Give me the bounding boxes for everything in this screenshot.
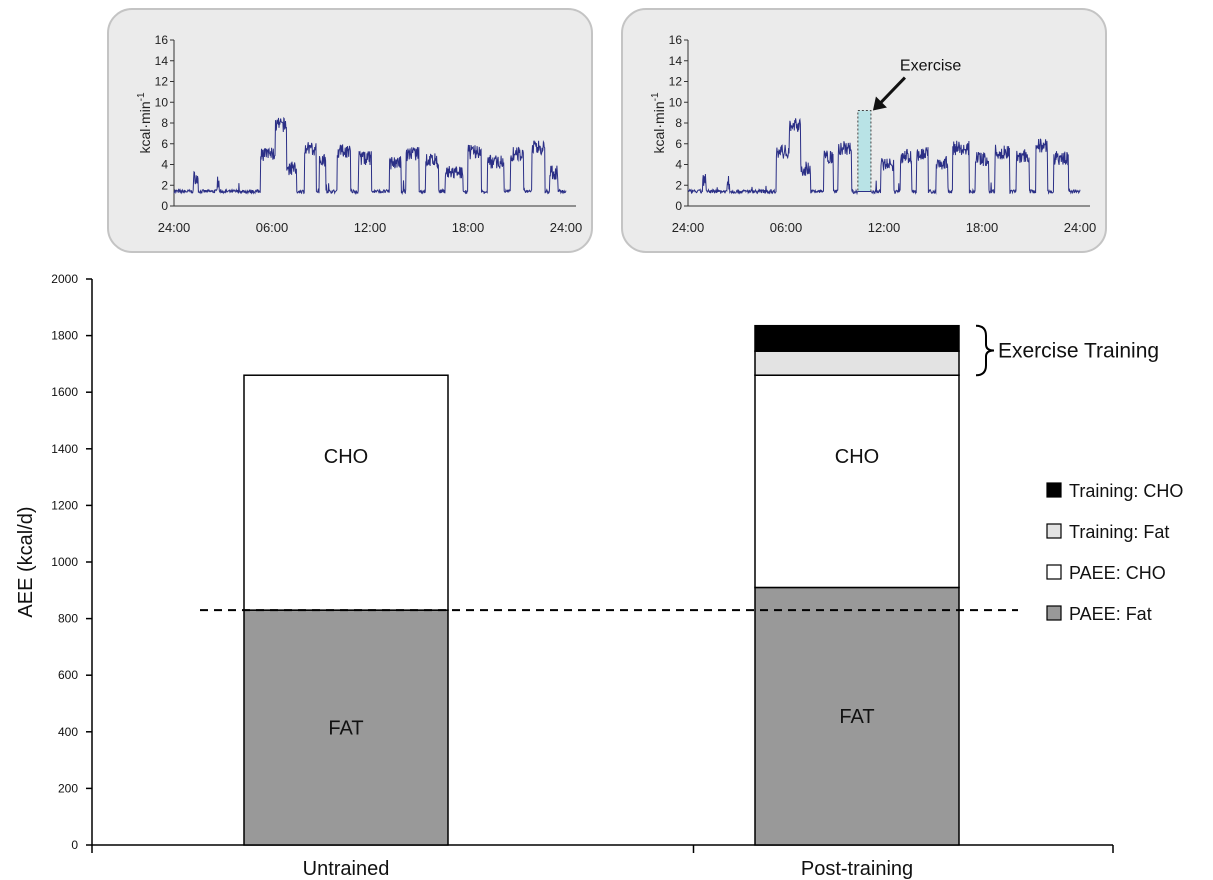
inset-x-tick-label: 18:00 xyxy=(452,220,485,235)
inset-y-axis-label: kcal·min-1 xyxy=(650,92,667,153)
inset-y-tick-label: 10 xyxy=(155,95,169,109)
inset-y-tick-label: 4 xyxy=(161,158,168,172)
stacked-bar-chart: 0 200 400 600 800 1000 1200 1400 1600 1800 2000 Unt… xyxy=(15,272,1183,880)
inset-y-tick-label: 14 xyxy=(669,54,683,68)
y-tick-label: 2000 xyxy=(51,272,78,286)
exercise-block xyxy=(857,110,872,192)
inset-chart-untrained: 0 2 4 6 8 10 12 14 16 24:00 06:00 12:00 18:00 24:00 kc… xyxy=(136,33,582,235)
inset-y-axis-label: kcal·min-1 xyxy=(136,92,153,153)
x-tick-label: Post-training xyxy=(801,858,913,880)
exercise-training-label: Exercise Training xyxy=(998,339,1159,362)
y-tick-label: 1000 xyxy=(51,555,78,569)
legend-swatch xyxy=(1046,564,1062,580)
energy-expenditure-line xyxy=(687,117,1081,196)
bar-segment xyxy=(243,609,449,846)
legend-label: Training: CHO xyxy=(1069,481,1183,501)
inset-x-tick-label: 12:00 xyxy=(354,220,387,235)
inset-y-tick-label: 2 xyxy=(675,178,682,192)
bar-segment-label: FAT xyxy=(328,718,363,740)
bar-segment xyxy=(754,350,960,376)
legend-swatch xyxy=(1046,523,1062,539)
inset-y-tick-label: 6 xyxy=(161,137,168,151)
y-tick-label: 0 xyxy=(71,838,78,852)
inset-y-tick-label: 8 xyxy=(161,116,168,130)
inset-x-tick-label: 24:00 xyxy=(672,220,705,235)
inset-y-tick-label: 16 xyxy=(669,33,683,47)
bar-segment xyxy=(754,324,960,352)
bar-segment xyxy=(243,374,449,611)
inset-y-tick-label: 10 xyxy=(669,95,683,109)
y-tick-label: 800 xyxy=(58,612,78,626)
legend-label: PAEE: Fat xyxy=(1069,604,1152,624)
inset-x-tick-label: 24:00 xyxy=(158,220,191,235)
inset-y-tick-label: 12 xyxy=(155,75,169,89)
inset-y-axis-label-superscript: -1 xyxy=(650,92,661,101)
inset-y-axis-label-main: kcal·min xyxy=(651,101,667,153)
y-tick-label: 1600 xyxy=(51,385,78,399)
y-tick-label: 600 xyxy=(58,668,78,682)
inset-y-axis-label-superscript: -1 xyxy=(136,92,147,101)
inset-x-tick-label: 24:00 xyxy=(550,220,583,235)
legend-swatch xyxy=(1046,482,1062,498)
inset-y-tick-label: 12 xyxy=(669,75,683,89)
y-axis-label: AEE (kcal/d) xyxy=(15,506,37,617)
bar-segment-label: CHO xyxy=(835,446,879,468)
y-tick-label: 200 xyxy=(58,781,78,795)
inset-x-tick-label: 18:00 xyxy=(966,220,999,235)
inset-y-tick-label: 2 xyxy=(161,178,168,192)
exercise-training-bracket xyxy=(975,324,995,377)
legend-label: PAEE: CHO xyxy=(1069,563,1166,583)
exercise-arrow-head xyxy=(872,96,887,111)
inset-y-axis-label-main: kcal·min xyxy=(137,101,153,153)
inset-panel-untrained xyxy=(107,8,593,253)
inset-y-tick-label: 6 xyxy=(675,137,682,151)
exercise-arrow-shaft xyxy=(877,76,907,106)
exercise-label: Exercise xyxy=(900,58,961,75)
inset-x-tick-label: 06:00 xyxy=(770,220,803,235)
inset-x-tick-label: 24:00 xyxy=(1064,220,1097,235)
inset-y-tick-label: 8 xyxy=(675,116,682,130)
inset-y-tick-label: 0 xyxy=(675,199,682,213)
legend-swatch xyxy=(1046,605,1062,621)
inset-x-tick-label: 12:00 xyxy=(868,220,901,235)
energy-expenditure-line xyxy=(173,116,567,196)
y-tick-label: 1200 xyxy=(51,498,78,512)
x-tick-label: Untrained xyxy=(303,858,390,880)
inset-y-tick-label: 4 xyxy=(675,158,682,172)
bar-segment-label: CHO xyxy=(324,446,368,468)
bar-segment-label: FAT xyxy=(839,706,874,728)
inset-y-tick-label: 14 xyxy=(155,54,169,68)
y-tick-label: 1400 xyxy=(51,442,78,456)
y-tick-label: 400 xyxy=(58,725,78,739)
inset-y-tick-label: 0 xyxy=(161,199,168,213)
y-tick-label: 1800 xyxy=(51,329,78,343)
bar-segment xyxy=(754,374,960,589)
inset-y-tick-label: 16 xyxy=(155,33,169,47)
inset-chart-post-training: 0 2 4 6 8 10 12 14 16 24:00 06:00 12:00 18:00 24:00 kc… xyxy=(650,33,1096,235)
legend-label: Training: Fat xyxy=(1069,522,1169,542)
inset-x-tick-label: 06:00 xyxy=(256,220,289,235)
